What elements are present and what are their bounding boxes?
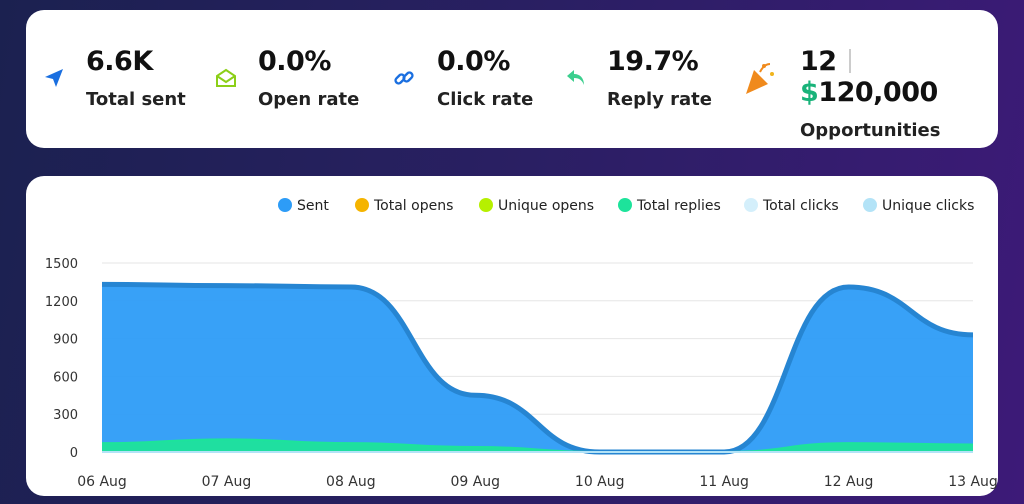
stat-label: Click rate bbox=[437, 89, 534, 110]
stat: 0.0% Click rate bbox=[437, 46, 533, 110]
stat-value: 6.6K bbox=[86, 46, 153, 77]
x-tick-label: 11 Aug bbox=[699, 474, 749, 490]
area-line bbox=[101, 281, 974, 455]
stat: 12$120,000 Opportunities bbox=[800, 46, 998, 141]
legend-label[interactable]: Sent bbox=[297, 198, 329, 214]
legend-marker[interactable] bbox=[479, 198, 493, 212]
legend-label[interactable]: Total replies bbox=[636, 198, 721, 214]
x-tick-label: 07 Aug bbox=[202, 474, 252, 490]
count: 12 bbox=[800, 46, 837, 77]
x-tick-label: 12 Aug bbox=[824, 474, 874, 490]
reply-icon bbox=[567, 70, 584, 85]
stat-label: Open rate bbox=[258, 89, 360, 110]
chart: 0 300 600 900 1200 1500 06 Aug 07 Aug 08 Aug 09 A… bbox=[45, 198, 998, 490]
amount: $120,000 bbox=[800, 77, 938, 108]
area-line bbox=[101, 438, 974, 454]
y-tick-label: 1200 bbox=[45, 295, 78, 310]
send-icon bbox=[45, 69, 63, 87]
x-tick-label: 08 Aug bbox=[326, 474, 376, 490]
stat: 19.7% Reply rate bbox=[607, 46, 712, 110]
legend-marker[interactable] bbox=[744, 198, 758, 212]
legend-marker[interactable] bbox=[355, 198, 369, 212]
chart-card: 0 300 600 900 1200 1500 06 Aug 07 Aug 08 Aug 09 A… bbox=[26, 176, 998, 496]
y-tick-label: 600 bbox=[53, 370, 78, 385]
y-tick-label: 900 bbox=[53, 333, 78, 348]
stat: 0.0% Open rate bbox=[258, 46, 359, 110]
area-fill bbox=[102, 284, 973, 452]
stat-label: Reply rate bbox=[607, 89, 712, 110]
x-tick-label: 06 Aug bbox=[77, 474, 127, 490]
open-icon bbox=[216, 68, 236, 87]
y-tick-label: 1500 bbox=[45, 257, 78, 272]
stat-value: 0.0% bbox=[258, 46, 331, 77]
legend-marker[interactable] bbox=[278, 198, 292, 212]
legend-marker[interactable] bbox=[618, 198, 632, 212]
legend-label[interactable]: Total clicks bbox=[762, 198, 839, 214]
stat: 6.6K Total sent bbox=[86, 46, 186, 110]
stat-value: 0.0% bbox=[437, 46, 510, 77]
x-tick-label: 10 Aug bbox=[575, 474, 625, 490]
y-tick-label: 0 bbox=[70, 446, 78, 461]
stats-card: 6.6K Total sent 0.0% Open rate 0.0% Click r… bbox=[26, 10, 998, 148]
legend-label[interactable]: Unique opens bbox=[498, 198, 594, 214]
stat-value: 12$120,000 bbox=[800, 46, 998, 108]
legend-label[interactable]: Unique clicks bbox=[882, 198, 974, 214]
x-tick-label: 13 Aug bbox=[948, 474, 998, 490]
legend-label[interactable]: Total opens bbox=[373, 198, 453, 214]
separator bbox=[848, 49, 851, 73]
y-tick-label: 300 bbox=[53, 408, 78, 423]
x-tick-label: 09 Aug bbox=[450, 474, 500, 490]
legend-marker[interactable] bbox=[863, 198, 877, 212]
link-icon bbox=[394, 71, 414, 85]
stat-value: 19.7% bbox=[607, 46, 699, 77]
area-fill bbox=[102, 439, 973, 452]
party-icon bbox=[746, 63, 774, 94]
stat-label: Total sent bbox=[86, 89, 186, 110]
stat-label: Opportunities bbox=[800, 120, 941, 141]
